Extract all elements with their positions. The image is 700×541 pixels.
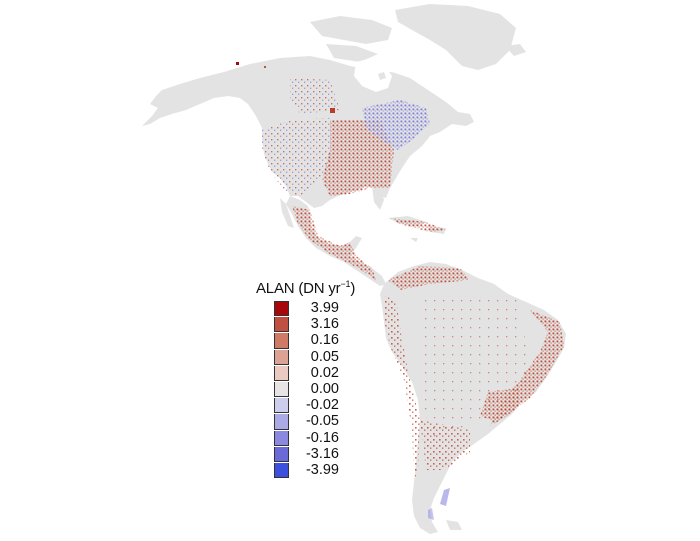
legend-label: 3.99 (310, 300, 339, 316)
legend-swatch (274, 317, 289, 333)
legend-swatch (274, 398, 289, 414)
legend-title-close: ) (350, 280, 356, 297)
legend-swatch (274, 414, 289, 430)
legend-label: 0.00 (310, 380, 339, 397)
legend-swatch (274, 365, 289, 381)
legend-swatch (274, 381, 289, 398)
legend: ALAN (DN yr−1) 3.99 3.16 0.16 0.05 0.02 … (256, 279, 376, 479)
legend-label: -0.05 (305, 413, 339, 430)
legend-label: 0.05 (310, 348, 339, 365)
legend-title-sup: −1 (340, 279, 351, 289)
legend-label: 0.16 (310, 332, 339, 349)
greenland (395, 4, 516, 70)
legend-label: -0.16 (305, 429, 339, 446)
legend-swatch (274, 446, 289, 462)
legend-swatch (274, 462, 289, 479)
legend-label: -3.16 (305, 445, 339, 462)
legend-swatch (274, 430, 289, 446)
legend-swatch (274, 333, 289, 349)
legend-swatch (274, 301, 289, 317)
legend-label: 3.16 (310, 316, 339, 333)
legend-title-main: ALAN (DN yr (256, 280, 341, 297)
legend-label: 0.02 (310, 364, 339, 381)
legend-swatch (274, 349, 289, 365)
legend-label: -3.99 (305, 461, 339, 478)
legend-title: ALAN (DN yr−1) (256, 279, 376, 297)
legend-label: -0.02 (305, 397, 339, 414)
